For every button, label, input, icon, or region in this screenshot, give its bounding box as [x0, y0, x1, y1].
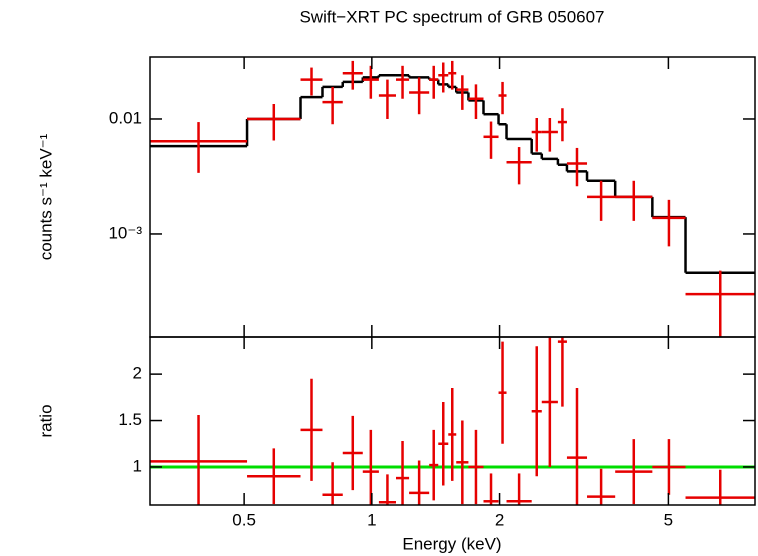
y-tick-label: 1.5 — [118, 410, 142, 429]
plot-area — [150, 60, 755, 337]
x-tick-label: 5 — [664, 510, 673, 529]
y-axis-label: counts s⁻¹ keV⁻¹ — [36, 133, 55, 260]
chart-title: Swift−XRT PC spectrum of GRB 050607 — [299, 7, 604, 26]
x-tick-label: 2 — [495, 510, 504, 529]
plot-area — [150, 337, 755, 505]
x-axis-label: Energy (keV) — [402, 534, 501, 553]
y-tick-label: 2 — [133, 364, 142, 383]
y-tick-label: 0.01 — [109, 108, 142, 127]
y-tick-label: 1 — [133, 456, 142, 475]
panel-frame — [149, 56, 756, 338]
y-tick-label: 10⁻³ — [108, 223, 142, 242]
x-tick-label: 0.5 — [232, 510, 256, 529]
y-axis-label: ratio — [36, 404, 55, 437]
x-tick-label: 1 — [367, 510, 376, 529]
